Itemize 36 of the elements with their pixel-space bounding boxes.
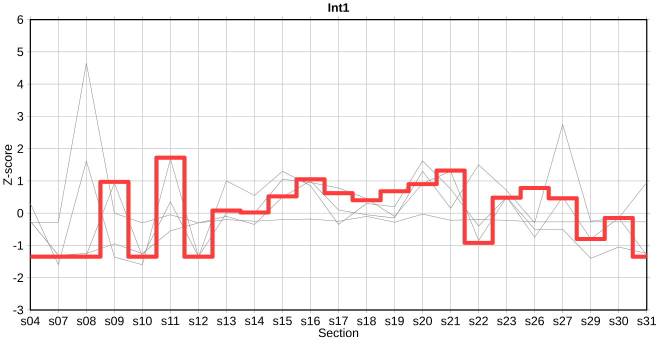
x-tick-label: s22 (469, 316, 488, 326)
x-tick-label: s27 (553, 316, 572, 326)
chart-title: Int1 (328, 4, 350, 12)
x-tick-label: s31 (637, 316, 656, 326)
x-tick-label: s29 (581, 316, 600, 326)
x-tick-label: s30 (609, 316, 628, 326)
x-tick-label: s13 (216, 316, 236, 326)
y-tick-label: 5 (17, 48, 24, 56)
x-tick-label: s26 (525, 316, 544, 326)
x-tick-label: s10 (132, 316, 152, 326)
x-tick-label: s12 (188, 316, 208, 326)
x-axis-title: Section (318, 328, 358, 338)
x-tick-label: s17 (329, 316, 348, 326)
x-tick-label: s19 (385, 316, 404, 326)
y-tick-label: 6 (18, 15, 24, 24)
y-tick-label: -3 (13, 306, 24, 314)
x-tick-label: s09 (104, 316, 124, 326)
y-tick-label: 2 (18, 144, 24, 154)
x-tick-label: s16 (301, 316, 320, 326)
y-tick-label: -2 (13, 274, 24, 282)
y-tick-label: 3 (17, 112, 24, 121)
x-tick-label: s23 (497, 316, 516, 326)
x-tick-label: s15 (272, 316, 292, 326)
y-tick-label: 4 (17, 80, 24, 89)
y-tick-label: 1 (18, 176, 24, 186)
x-tick-label: s08 (76, 316, 96, 326)
x-tick-label: s04 (20, 316, 40, 326)
x-tick-label: s21 (441, 316, 460, 326)
x-tick-label: s11 (161, 316, 180, 326)
y-tick-label: 0 (17, 209, 24, 218)
x-tick-label: s20 (413, 316, 432, 326)
y-axis-title: Z-score (3, 144, 12, 186)
x-tick-label: s07 (48, 316, 68, 326)
y-tick-label: -1 (13, 241, 24, 250)
x-tick-label: s14 (244, 316, 264, 326)
x-tick-label: s18 (357, 316, 376, 326)
